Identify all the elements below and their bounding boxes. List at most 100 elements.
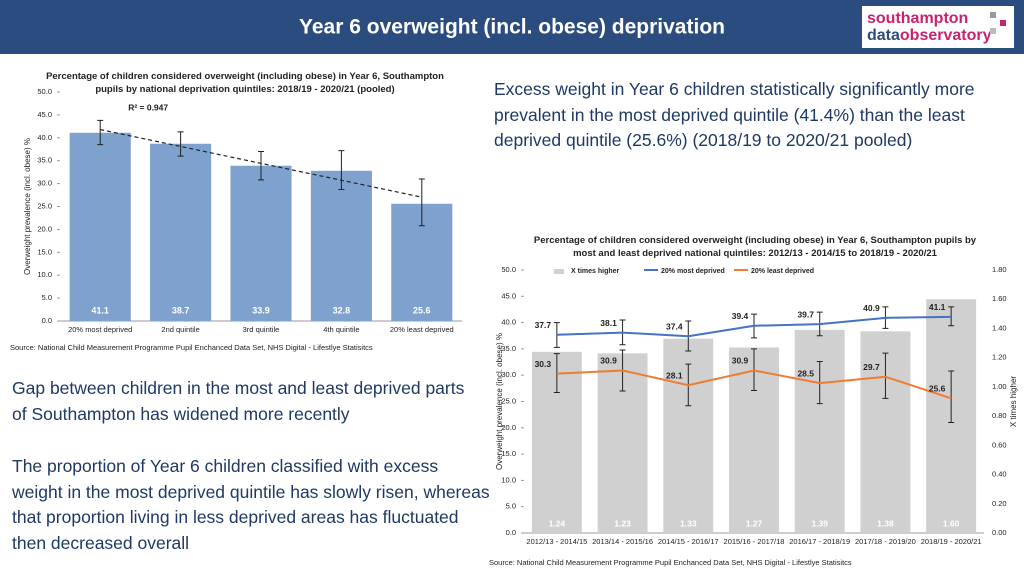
source-note: Source: National Child Measurement Progr… [489, 558, 852, 567]
value-label: 32.8 [333, 305, 351, 315]
trendline [100, 128, 422, 198]
x-tick-label: 20% least deprived [390, 325, 454, 334]
value-label: 28.1 [666, 370, 683, 380]
logo-text: data [867, 27, 900, 44]
value-label: 38.7 [172, 305, 190, 315]
annotation: R² = 0.947 [128, 102, 168, 112]
value-label: 38.1 [600, 318, 617, 328]
error-bar [418, 178, 425, 227]
line [556, 315, 952, 338]
error-bar [338, 150, 345, 191]
value-label: 30.9 [600, 356, 617, 366]
y-axis-label: Overweight prevalence (incl. obese) % [23, 138, 32, 275]
y-tick-label: 50.0 [37, 87, 52, 96]
y-tick-label: 10.0 [37, 270, 52, 279]
value-label: 28.5 [797, 368, 814, 378]
x-tick-label: 2013/14 - 2015/16 [592, 537, 653, 546]
y2-tick-label: 1.20 [992, 353, 1007, 362]
x-tick-label: 2nd quintile [161, 325, 199, 334]
legend-label: 20% least deprived [751, 268, 814, 275]
y2-tick-label: 1.80 [992, 265, 1007, 274]
y2-tick-label: 1.40 [992, 323, 1007, 332]
bar [794, 329, 845, 533]
bar [150, 143, 212, 321]
error-bar [177, 131, 184, 157]
source-note: Source: National Child Measurement Progr… [10, 343, 373, 352]
logo-box [862, 6, 1014, 48]
y2-tick-label: 0.60 [992, 440, 1007, 449]
value-label: 39.4 [732, 311, 749, 321]
y2-tick-label: 0.00 [992, 528, 1007, 537]
x-tick-label: 2014/15 - 2016/17 [658, 537, 719, 546]
value-label: 1.39 [811, 518, 828, 528]
paragraph: Gap between children in the most and lea… [12, 378, 465, 424]
x-tick-label: 20% most deprived [68, 325, 132, 334]
y2-tick-label: 1.00 [992, 382, 1007, 391]
value-label: 1.24 [549, 518, 566, 528]
y2-tick-label: 0.80 [992, 411, 1007, 420]
x-tick-label: 2015/16 - 2017/18 [724, 537, 785, 546]
chart-title: Percentage of children considered overwe… [46, 71, 444, 95]
y-tick-label: 35.0 [37, 156, 52, 165]
y-tick-label: 25.0 [37, 201, 52, 210]
y-tick-label: 40.0 [37, 133, 52, 142]
y-tick-label: 0.0 [506, 528, 516, 537]
y-tick-label: 50.0 [501, 265, 516, 274]
paragraph: Excess weight in Year 6 children statist… [494, 79, 975, 150]
header-title: Year 6 overweight (incl. obese) deprivat… [299, 16, 725, 39]
legend-swatch [644, 269, 658, 271]
value-label: 1.23 [614, 518, 631, 528]
y-tick-label: 40.0 [501, 318, 516, 327]
paragraph: The proportion of Year 6 children classi… [12, 456, 490, 553]
y-tick-label: 30.0 [501, 370, 516, 379]
error-bar [948, 306, 955, 327]
y2-tick-label: 0.20 [992, 499, 1007, 508]
header-bar [0, 0, 1024, 54]
y-tick-label: 15.0 [501, 449, 516, 458]
error-bar [948, 370, 955, 424]
value-label: 30.3 [535, 359, 552, 369]
value-label: 39.7 [797, 309, 814, 319]
value-label: 33.9 [252, 305, 270, 315]
y-tick-label: 10.0 [501, 475, 516, 484]
error-bar [882, 352, 889, 399]
y-tick-label: 45.0 [37, 110, 52, 119]
logo-icon [990, 12, 996, 18]
x-tick-label: 2017/18 - 2019/20 [855, 537, 916, 546]
x-tick-label: 4th quintile [323, 325, 359, 334]
value-label: 30.9 [732, 356, 749, 366]
legend-swatch [734, 269, 748, 271]
value-label: 40.9 [863, 303, 880, 313]
legend-label: X times higher [571, 268, 620, 275]
value-label: 41.1 [91, 305, 109, 315]
error-bar [97, 119, 104, 146]
x-tick-label: 2012/13 - 2014/15 [526, 537, 587, 546]
y-tick-label: 20.0 [501, 423, 516, 432]
x-tick-label: 2016/17 - 2018/19 [789, 537, 850, 546]
value-label: 1.38 [877, 518, 894, 528]
y-tick-label: 20.0 [37, 224, 52, 233]
bar [69, 132, 131, 321]
value-label: 25.6 [929, 384, 946, 394]
x-tick-label: 3rd quintile [243, 325, 280, 334]
value-label: 41.1 [929, 302, 946, 312]
line [556, 369, 952, 400]
x-tick-label: 2018/19 - 2020/21 [921, 537, 982, 546]
logo-text: southampton [867, 10, 968, 27]
value-label: 25.6 [413, 305, 431, 315]
logo-icon [990, 28, 996, 34]
value-label: 1.33 [680, 518, 697, 528]
y-tick-label: 35.0 [501, 344, 516, 353]
value-label: 1.60 [943, 518, 960, 528]
y-tick-label: 5.0 [506, 502, 516, 511]
value-label: 29.7 [863, 362, 880, 372]
y-axis-label: Overweight prevalence (incl. obese) % [495, 333, 504, 470]
chart-title: Percentage of children considered overwe… [533, 235, 977, 259]
logo-text: dataobservatory [867, 27, 992, 44]
y-tick-label: 5.0 [42, 293, 52, 302]
y2-tick-label: 1.60 [992, 294, 1007, 303]
value-label: 1.27 [746, 518, 763, 528]
value-label: 37.4 [666, 322, 683, 332]
